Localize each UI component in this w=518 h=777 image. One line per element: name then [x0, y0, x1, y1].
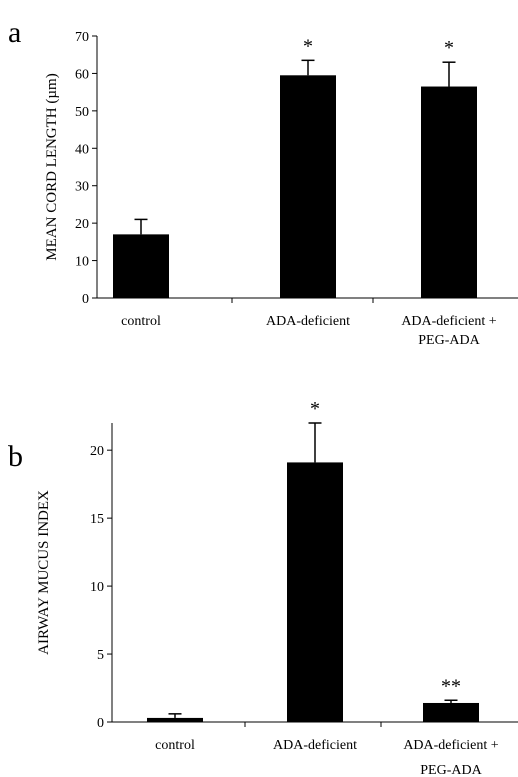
- x-category-label: ADA-deficient +: [401, 314, 496, 329]
- bar: [147, 717, 203, 722]
- y-tick-label: 20: [90, 444, 104, 459]
- y-tick-label: 50: [75, 105, 89, 120]
- bar: [421, 86, 477, 299]
- y-tick-label: 40: [75, 142, 89, 157]
- significance-marker: **: [441, 675, 461, 697]
- x-category-label: ADA-deficient: [273, 738, 357, 753]
- y-tick-label: 0: [82, 292, 89, 307]
- bar: [423, 702, 479, 722]
- y-tick-label: 5: [97, 648, 104, 663]
- significance-marker: *: [444, 37, 454, 59]
- x-category-label: ADA-deficient +: [403, 738, 498, 753]
- x-category-label: ADA-deficient: [266, 314, 350, 329]
- y-tick-label: 10: [90, 580, 104, 595]
- bar: [113, 234, 169, 298]
- y-tick-label: 30: [75, 180, 89, 195]
- y-tick-label: 10: [75, 255, 89, 270]
- significance-marker: *: [303, 35, 313, 57]
- x-category-label: control: [121, 314, 161, 329]
- x-category-label: control: [155, 738, 195, 753]
- chart-panel-a: a 0 10 20 30 40 50 60 70 MEAN CORD LENGTH (µm) con…: [8, 16, 518, 348]
- y-tick-label: 70: [75, 30, 89, 45]
- y-tick-label: 60: [75, 67, 89, 82]
- x-category-label: PEG-ADA: [420, 763, 482, 777]
- y-tick-label: 15: [90, 512, 104, 527]
- y-axis-label: MEAN CORD LENGTH (µm): [44, 73, 60, 260]
- panel-letter: b: [8, 440, 23, 473]
- y-tick-label: 20: [75, 217, 89, 232]
- y-tick-label: 0: [97, 716, 104, 731]
- y-axis-label: AIRWAY MUCUS INDEX: [36, 490, 52, 655]
- bar: [280, 75, 336, 298]
- bar: [287, 462, 343, 722]
- significance-marker: *: [310, 398, 320, 420]
- panel-letter: a: [8, 16, 21, 49]
- chart-panel-b: b 0 5 10 15 20 AIRWAY MUCUS INDEX control * ADA-d…: [8, 398, 518, 777]
- x-category-label: PEG-ADA: [418, 333, 480, 348]
